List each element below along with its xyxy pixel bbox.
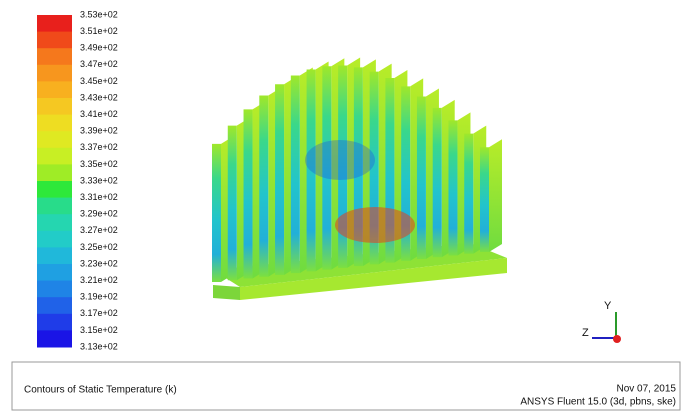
colorbar-swatch [37,115,72,132]
colorbar-swatch [37,231,72,248]
colorbar-swatch [37,264,72,281]
colorbar-label: 3.31e+02 [80,192,118,202]
fin-face [291,76,300,274]
colorbar-label: 3.43e+02 [80,92,118,102]
colorbar-swatch [37,297,72,314]
fin-face [433,108,442,257]
colorbar-swatch [37,81,72,98]
fin-face [464,134,473,254]
heat-sink-contour [212,58,507,300]
fin-face [259,96,268,277]
colorbar-label: 3.13e+02 [80,341,118,351]
axis-triad: Y Z [582,300,621,343]
x-axis-dot [613,335,621,343]
colorbar-label: 3.27e+02 [80,225,118,235]
z-axis-label: Z [582,327,589,339]
colorbar-swatch [37,65,72,82]
colorbar-label: 3.35e+02 [80,159,118,169]
footer-date: Nov 07, 2015 [617,384,677,395]
footer-software: ANSYS Fluent 15.0 (3d, pbns, ske) [520,397,676,408]
colorbar-swatch [37,314,72,331]
colorbar-swatch [37,164,72,181]
base-front [213,285,240,300]
colorbar-label: 3.23e+02 [80,258,118,268]
colorbar-label: 3.45e+02 [80,76,118,86]
colorbar-label: 3.29e+02 [80,209,118,219]
colorbar-label: 3.53e+02 [80,9,118,19]
colorbar-swatch [37,330,72,347]
hot-spot [335,207,415,243]
colorbar-label: 3.41e+02 [80,109,118,119]
colorbar-label: 3.15e+02 [80,325,118,335]
colorbar-swatch [37,214,72,231]
colorbar-label: 3.19e+02 [80,292,118,302]
colorbar-label: 3.37e+02 [80,142,118,152]
cool-spot [305,140,375,180]
colorbar-label: 3.25e+02 [80,242,118,252]
fin-face [244,109,253,278]
fin-side [489,139,502,252]
colorbar-swatch [37,148,72,165]
colorbar-swatch [37,247,72,264]
colorbar-swatch [37,32,72,49]
colorbar-swatch [37,48,72,65]
colorbar-swatch [37,198,72,215]
colorbar-swatch [37,15,72,32]
colorbar-swatch [37,98,72,115]
colorbar-label: 3.33e+02 [80,175,118,185]
colorbar-swatch [37,281,72,298]
fin-face [480,147,489,252]
fin-face [212,144,221,282]
colorbar-label: 3.17e+02 [80,308,118,318]
colorbar-label: 3.51e+02 [80,26,118,36]
fluent-window: 3.53e+02 3.51e+02 3.49e+02 3.47e+02 3.45e+02… [0,0,687,414]
colorbar-swatch [37,131,72,148]
footer-title: Contours of Static Temperature (k) [24,385,177,396]
y-axis-label: Y [604,300,612,312]
colorbar-label: 3.47e+02 [80,59,118,69]
fin-face [275,84,284,275]
fin-face [228,126,237,281]
fin-face [448,120,457,255]
colorbar-label: 3.49e+02 [80,43,118,53]
fin-face [417,96,426,259]
colorbar-swatch [37,181,72,198]
colorbar: 3.53e+02 3.51e+02 3.49e+02 3.47e+02 3.45e+02… [37,9,118,351]
colorbar-label: 3.21e+02 [80,275,118,285]
colorbar-label: 3.39e+02 [80,126,118,136]
